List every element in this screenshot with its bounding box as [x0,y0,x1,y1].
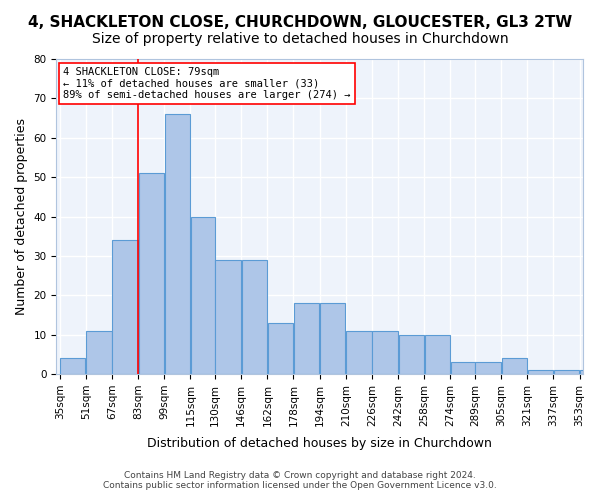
Bar [346,330,371,374]
Bar [60,358,85,374]
Bar [242,260,267,374]
Bar [112,240,138,374]
Bar [320,303,346,374]
Bar [475,362,501,374]
Text: Contains HM Land Registry data © Crown copyright and database right 2024.
Contai: Contains HM Land Registry data © Crown c… [103,470,497,490]
Text: 4 SHACKLETON CLOSE: 79sqm
← 11% of detached houses are smaller (33)
89% of semi-: 4 SHACKLETON CLOSE: 79sqm ← 11% of detac… [63,67,350,100]
Bar [398,334,424,374]
Y-axis label: Number of detached properties: Number of detached properties [15,118,28,315]
X-axis label: Distribution of detached houses by size in Churchdown: Distribution of detached houses by size … [147,437,492,450]
Bar [139,173,164,374]
Bar [165,114,190,374]
Bar [215,260,241,374]
Text: 4, SHACKLETON CLOSE, CHURCHDOWN, GLOUCESTER, GL3 2TW: 4, SHACKLETON CLOSE, CHURCHDOWN, GLOUCES… [28,15,572,30]
Bar [502,358,527,374]
Text: Size of property relative to detached houses in Churchdown: Size of property relative to detached ho… [92,32,508,46]
Bar [528,370,553,374]
Bar [373,330,398,374]
Bar [580,370,600,374]
Bar [294,303,319,374]
Bar [425,334,450,374]
Bar [268,323,293,374]
Bar [554,370,579,374]
Bar [191,216,215,374]
Bar [86,330,112,374]
Bar [451,362,475,374]
